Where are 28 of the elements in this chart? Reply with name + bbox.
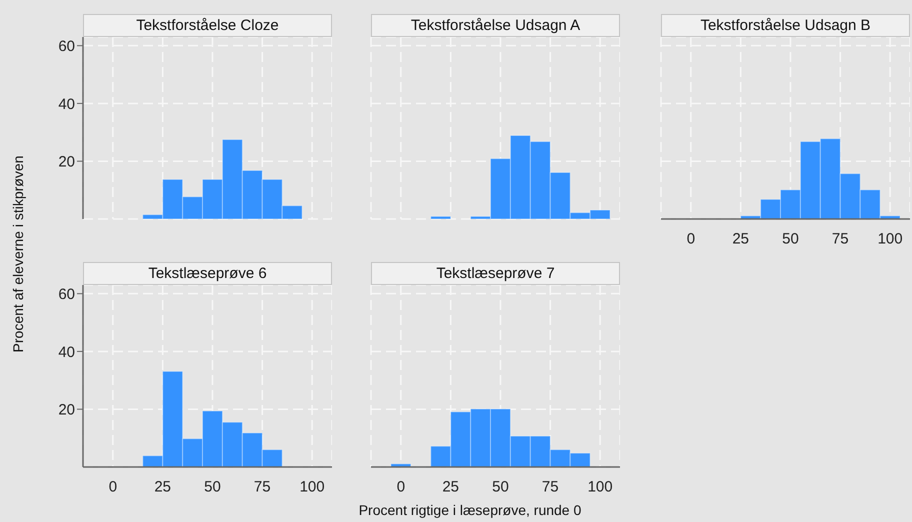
x-tick-label: 25	[732, 230, 750, 248]
y-tick-label: 20	[58, 154, 75, 171]
x-tick-label: 75	[254, 478, 271, 496]
y-tick-label: 60	[58, 286, 75, 303]
x-tick-label: 100	[878, 230, 903, 248]
x-tick-label: 0	[686, 230, 696, 248]
y-tick-label: 20	[58, 402, 75, 419]
y-axis-title: Procent af eleverne i stikprøven	[10, 156, 26, 352]
x-tick-label: 50	[782, 230, 799, 248]
chart-title: Tekstlæseprøve 6	[83, 262, 332, 285]
x-axis-title: Procent rigtige i læseprøve, runde 0	[358, 502, 582, 518]
chart-title: Tekstlæseprøve 7	[371, 262, 620, 285]
y-tick-label: 40	[58, 96, 75, 113]
y-tick-label: 40	[58, 344, 75, 361]
x-tick-label: 25	[442, 478, 460, 496]
chart-title: Tekstforståelse Cloze	[83, 14, 332, 37]
x-tick-label: 100	[588, 478, 613, 496]
x-tick-label: 0	[396, 478, 406, 496]
chart-title: Tekstforståelse Udsagn A	[371, 14, 620, 37]
x-tick-label: 50	[204, 478, 221, 496]
y-tick-label: 60	[58, 38, 75, 55]
x-tick-label: 75	[542, 478, 559, 496]
x-tick-label: 0	[108, 478, 118, 496]
x-tick-label: 100	[300, 478, 325, 496]
x-tick-label: 50	[492, 478, 509, 496]
x-tick-label: 75	[832, 230, 849, 248]
chart-title: Tekstforståelse Udsagn B	[661, 14, 910, 37]
x-tick-label: 25	[154, 478, 172, 496]
